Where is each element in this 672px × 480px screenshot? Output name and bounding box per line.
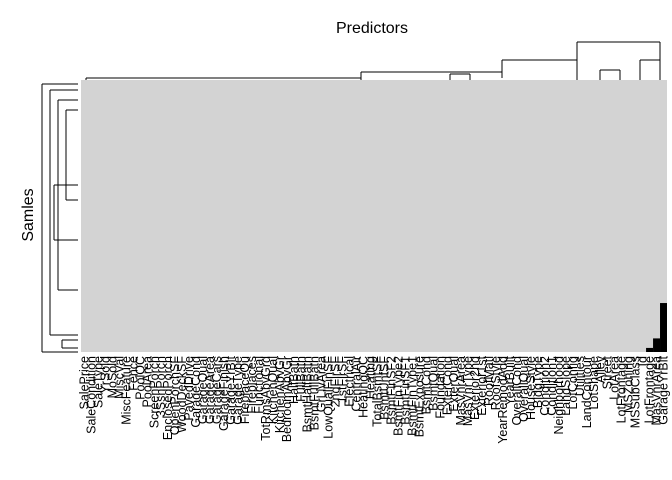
x-tick-label: SaleType bbox=[91, 356, 105, 408]
x-tick-label: LandSlope bbox=[559, 356, 573, 416]
x-tick-label: Functional bbox=[252, 356, 266, 414]
x-tick-label: LotShape bbox=[587, 356, 601, 410]
x-tick-label: BsmtFinType1 bbox=[405, 356, 419, 436]
x-tick-label: GarageCond bbox=[189, 356, 203, 428]
x-tick-label: BsmtFinSF1 bbox=[398, 356, 412, 425]
x-tick-label: YearRemodAdd bbox=[496, 356, 510, 444]
x-tick-label: ExterCond bbox=[440, 356, 454, 415]
x-tick-label: Id bbox=[636, 356, 650, 366]
x-tick-label: Exterior2nd bbox=[468, 356, 482, 420]
x-tick-label: Fireplaces bbox=[245, 356, 259, 414]
x-tick-label: FireplaceQu bbox=[238, 356, 252, 424]
x-tick-label: Foundation bbox=[433, 356, 447, 419]
x-tick-label: PoolQC bbox=[133, 356, 147, 400]
x-tick-label: GarageYrBlt bbox=[657, 355, 671, 424]
x-tick-label: HeatingQC bbox=[357, 356, 371, 418]
x-tick-label: 1stFlrSF bbox=[336, 356, 350, 404]
heatmap-cell-masvnrarea bbox=[653, 338, 661, 352]
x-tick-label: MasVnrArea bbox=[650, 356, 664, 426]
x-tick-label: GarageYrBlt bbox=[224, 355, 238, 424]
x-tick-label: LotFrontage bbox=[615, 356, 629, 423]
x-tick-label: BedroomAbvGr bbox=[280, 356, 294, 442]
heatmap-background bbox=[81, 80, 667, 352]
x-tick-label: 3SsnPorch bbox=[154, 356, 168, 417]
x-tick-label: YrSold bbox=[98, 356, 112, 394]
x-tick-label: BsmtFullBath bbox=[308, 356, 322, 430]
x-tick-label: ScreenPorch bbox=[147, 356, 161, 428]
x-tick-label: Alley bbox=[594, 355, 608, 383]
x-tick-label: GarageQual bbox=[196, 356, 210, 424]
x-tick-label: PoolArea bbox=[140, 356, 154, 407]
x-tick-label: HalfBath bbox=[287, 356, 301, 404]
x-tick-label: OverallQual bbox=[517, 356, 531, 422]
x-tick-label: MasVnrArea bbox=[454, 356, 468, 426]
x-tick-label: LotConfig bbox=[566, 356, 580, 410]
x-tick-label: 2ndFlrSF bbox=[329, 356, 343, 408]
x-tick-label: Neighborhood bbox=[552, 356, 566, 435]
column-dendrogram bbox=[85, 41, 661, 80]
x-tick-label: GarageType bbox=[231, 356, 245, 425]
x-tick-label: BsmtFinType2 bbox=[391, 356, 405, 436]
x-tick-label: RoofMatl bbox=[482, 356, 496, 406]
x-tick-labels: SalePriceSaleConditionSaleTypeYrSoldMoSo… bbox=[77, 355, 670, 444]
y-axis-title: Samles bbox=[20, 188, 37, 241]
heatmap-cell-garageyrblt bbox=[660, 303, 667, 352]
x-tick-label: Electrical bbox=[343, 356, 357, 407]
x-tick-label: ExterQual bbox=[447, 356, 461, 412]
x-tick-label: SaleCondition bbox=[84, 356, 98, 434]
x-axis-title: Predictors bbox=[336, 20, 408, 37]
x-tick-label: Utilities bbox=[573, 356, 587, 396]
x-tick-label: BsmtFinSF2 bbox=[384, 356, 398, 425]
x-tick-label: MoSold bbox=[105, 356, 119, 398]
x-tick-label: BsmtCond bbox=[419, 356, 433, 414]
x-tick-label: Street bbox=[601, 355, 615, 389]
x-tick-label: MSSubClass bbox=[629, 356, 643, 428]
x-tick-label: BldgType bbox=[531, 356, 545, 408]
x-tick-label: FullBath bbox=[294, 356, 308, 402]
x-tick-label: LotFrontage bbox=[643, 356, 657, 423]
x-tick-label: GarageFinish bbox=[217, 356, 231, 431]
x-tick-label: YearBuilt bbox=[503, 355, 517, 405]
x-tick-label: EnclosedPorch bbox=[161, 356, 175, 440]
x-tick-label: MasVnrType bbox=[461, 356, 475, 426]
x-tick-label: OverallCond bbox=[510, 356, 524, 426]
x-tick-label: Condition1 bbox=[545, 356, 559, 416]
x-tick-label: GrLivArea bbox=[315, 356, 329, 412]
x-tick-label: SalePrice bbox=[77, 356, 91, 410]
x-tick-label: BsmtUnfSF bbox=[377, 356, 391, 420]
row-dendrogram bbox=[41, 83, 78, 353]
x-tick-label: MSZoning bbox=[622, 356, 636, 413]
x-tick-label: RoofStyle bbox=[489, 356, 503, 410]
x-tick-label: GarageCars bbox=[210, 356, 224, 424]
x-tick-label: TotRmsAbvGrd bbox=[259, 356, 273, 441]
x-tick-label: BsmtExposure bbox=[412, 356, 426, 437]
x-tick-label: KitchenAbvGr bbox=[273, 356, 287, 433]
x-tick-label: HouseStyle bbox=[524, 356, 538, 420]
x-tick-label: Exterior1st bbox=[475, 355, 489, 415]
x-tick-label: LandContour bbox=[580, 356, 594, 428]
x-tick-label: TotalBsmtSF bbox=[370, 356, 384, 427]
x-tick-label: Fence bbox=[126, 356, 140, 391]
x-tick-label: KitchenQual bbox=[266, 356, 280, 424]
x-tick-label: BsmtQual bbox=[426, 356, 440, 411]
x-tick-label: Heating bbox=[364, 356, 378, 399]
x-tick-label: MiscVal bbox=[112, 356, 126, 399]
x-tick-label: LotArea bbox=[608, 356, 622, 400]
x-tick-label: BsmtHalfBath bbox=[301, 356, 315, 432]
heatmap-cells bbox=[81, 80, 667, 352]
heatmap-cell-lotfrontage bbox=[646, 347, 654, 352]
x-tick-label: LowQualFinSF bbox=[322, 356, 336, 439]
x-tick-label: OpenPorchSF bbox=[168, 356, 182, 436]
x-tick-label: CentralAir bbox=[350, 356, 364, 412]
x-tick-label: MiscFeature bbox=[119, 356, 133, 425]
x-tick-label: PavedDrive bbox=[182, 356, 196, 421]
x-tick-label: WoodDeckSF bbox=[175, 356, 189, 433]
x-tick-label: GarageArea bbox=[203, 356, 217, 424]
x-tick-label: Condition2 bbox=[538, 356, 552, 416]
